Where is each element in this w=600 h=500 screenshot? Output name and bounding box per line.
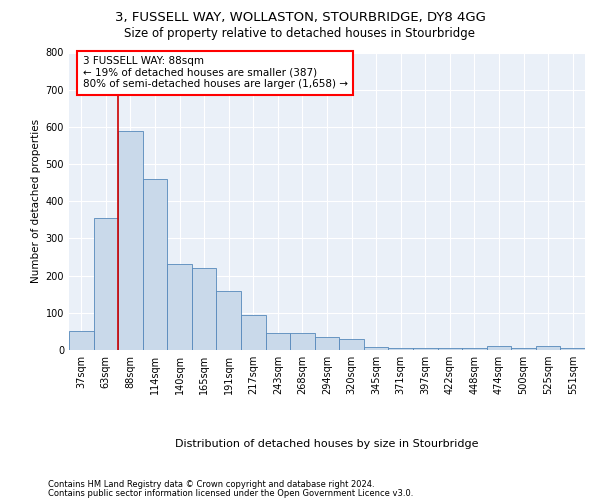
Text: Contains HM Land Registry data © Crown copyright and database right 2024.: Contains HM Land Registry data © Crown c… [48,480,374,489]
Text: Size of property relative to detached houses in Stourbridge: Size of property relative to detached ho… [125,28,476,40]
Bar [167,264,192,350]
Bar [143,179,167,350]
Text: Contains public sector information licensed under the Open Government Licence v3: Contains public sector information licen… [48,488,413,498]
Bar [413,348,437,350]
X-axis label: Distribution of detached houses by size in Stourbridge: Distribution of detached houses by size … [175,439,479,449]
Bar [69,332,94,350]
Bar [339,339,364,350]
Bar [290,334,315,350]
Bar [536,346,560,350]
Bar [560,348,585,350]
Text: 3 FUSSELL WAY: 88sqm
← 19% of detached houses are smaller (387)
80% of semi-deta: 3 FUSSELL WAY: 88sqm ← 19% of detached h… [83,56,347,90]
Text: 3, FUSSELL WAY, WOLLASTON, STOURBRIDGE, DY8 4GG: 3, FUSSELL WAY, WOLLASTON, STOURBRIDGE, … [115,12,485,24]
Bar [118,130,143,350]
Bar [192,268,217,350]
Bar [364,347,388,350]
Bar [217,290,241,350]
Bar [94,218,118,350]
Bar [241,314,266,350]
Bar [437,348,462,350]
Bar [388,348,413,350]
Bar [462,348,487,350]
Bar [487,346,511,350]
Bar [266,334,290,350]
Bar [315,337,339,350]
Y-axis label: Number of detached properties: Number of detached properties [31,119,41,284]
Bar [511,348,536,350]
